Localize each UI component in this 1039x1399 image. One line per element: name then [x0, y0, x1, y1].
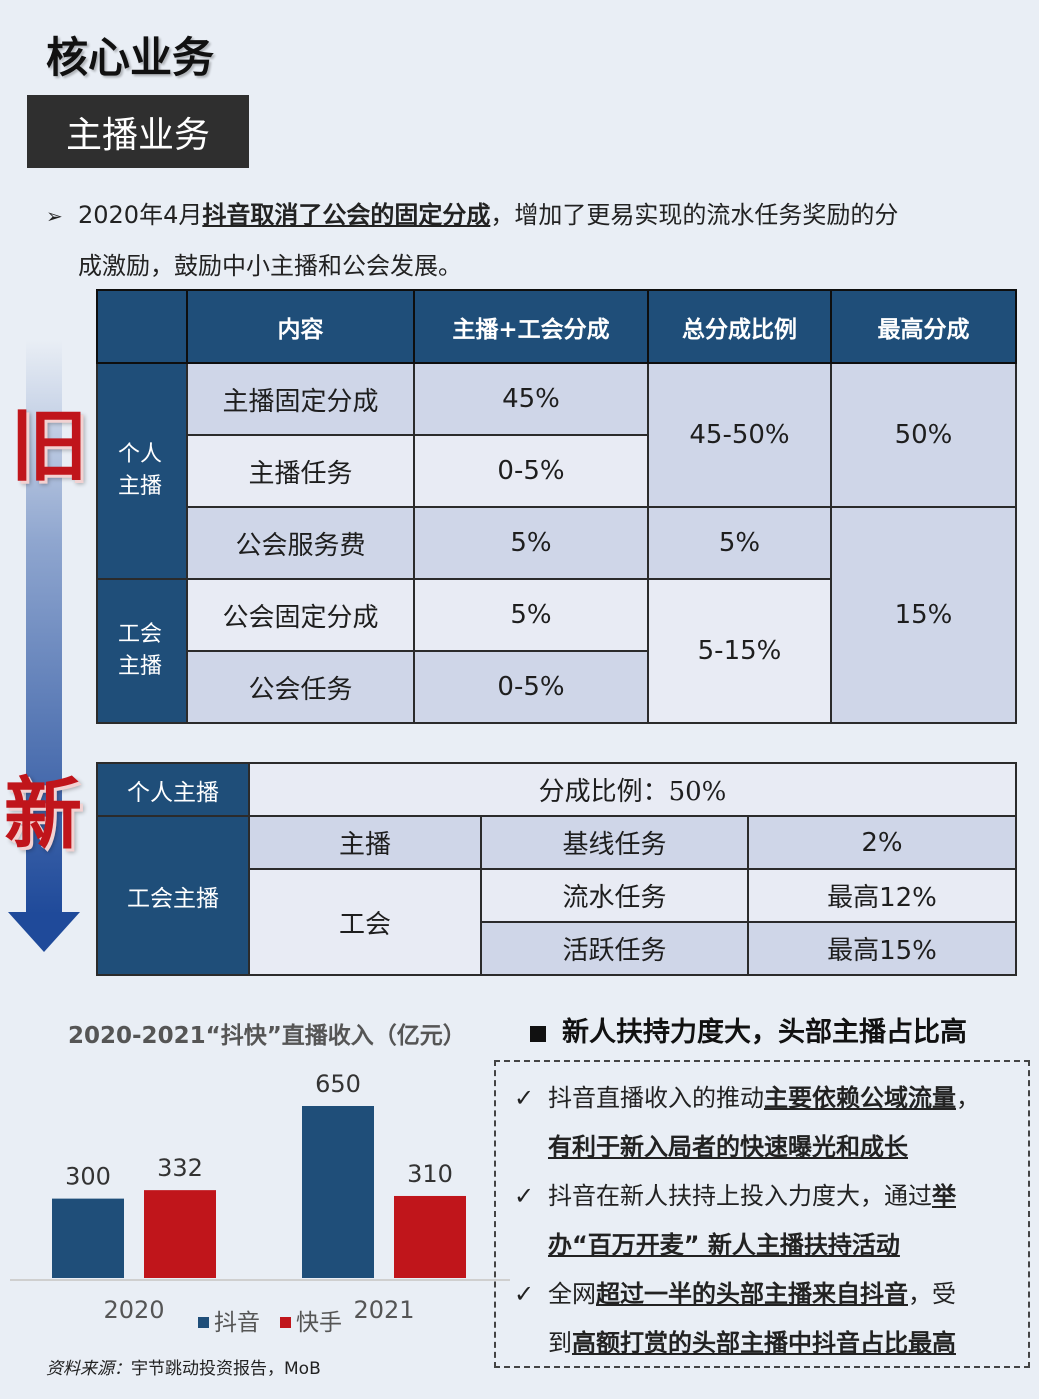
point-underline: 有利于新入局者的快速曝光和成长 [548, 1133, 908, 1161]
point-text: 全网 [548, 1280, 596, 1308]
legend-label: 抖音 [214, 1310, 260, 1336]
header-blank [96, 289, 188, 364]
point-text: 抖音直播收入的推动 [548, 1084, 764, 1112]
new-label: 新 [4, 769, 83, 860]
guild-sub-label: 工会 [248, 868, 482, 976]
intro-line2: 成激励，鼓励中小主播和公会发展。 [78, 252, 462, 280]
header-split: 主播+工会分成 [413, 289, 649, 364]
legend-swatch [280, 1317, 291, 1328]
intro-prefix: 2020年4月 [78, 201, 203, 229]
highlight-title-text: 新人扶持力度大，头部主播占比高 [562, 1017, 967, 1048]
intro-rest: ，增加了更易实现的流水任务奖励的分 [490, 201, 899, 229]
point-underline: 高额打赏的头部主播中抖音占比最高 [572, 1329, 956, 1357]
header-max: 最高分成 [830, 289, 1017, 364]
point-item: ✓ 抖音直播收入的推动主要依赖公域流量， 有利于新入局者的快速曝光和成长 [514, 1074, 1014, 1172]
header-total: 总分成比例 [647, 289, 832, 364]
legend-label: 快手 [296, 1310, 342, 1336]
legend-swatch [198, 1317, 209, 1328]
data-label: 300 [65, 1163, 111, 1191]
category-personal: 个人 主播 [96, 362, 188, 580]
task-value: 最高15% [747, 921, 1017, 976]
task-name: 流水任务 [480, 868, 749, 923]
intro-underline: 抖音取消了公会的固定分成 [202, 201, 491, 229]
intro-paragraph: ➢ 2020年4月抖音取消了公会的固定分成，增加了更易实现的流水任务奖励的分 成激… [46, 190, 1021, 291]
bar [144, 1190, 216, 1278]
section-badge: 主播业务 [27, 95, 249, 168]
table-cell: 45-50% [647, 362, 832, 508]
timeline-arrow-icon [8, 340, 80, 952]
task-name: 活跃任务 [480, 921, 749, 976]
point-underline: 举 [932, 1182, 956, 1210]
task-name: 基线任务 [480, 815, 749, 870]
arrow-bullet-icon: ➢ [46, 204, 63, 228]
point-item: ✓ 抖音在新人扶持上投入力度大，通过举 办“百万开麦” 新人主播扶持活动 [514, 1172, 1014, 1270]
category-personal-text: 个人 主播 [118, 442, 163, 499]
category-label: 2021 [353, 1296, 414, 1324]
bar [302, 1106, 374, 1278]
category-label: 2020 [103, 1296, 164, 1324]
category-guild: 工会 主播 [96, 578, 188, 724]
table-cell: 0-5% [413, 434, 649, 508]
check-icon: ✓ [514, 1182, 535, 1210]
revenue-bar-chart: 300 332 650 310 2020 2021 抖音 快手 [10, 1070, 510, 1336]
source-text: 宇节跳动投资报告，MoB [131, 1359, 321, 1379]
data-label: 650 [315, 1070, 361, 1098]
point-underline: 主要依赖公域流量 [764, 1084, 956, 1112]
table-cell: 5% [413, 506, 649, 580]
point-text: 抖音在新人扶持上投入力度大，通过 [548, 1182, 932, 1210]
data-label: 332 [157, 1154, 203, 1182]
old-label: 旧 [10, 401, 89, 492]
table-cell: 5% [647, 506, 832, 580]
page-title: 核心业务 [46, 33, 215, 82]
new-guild-label: 工会主播 [96, 815, 250, 976]
bar [52, 1198, 124, 1278]
table-cell: 5-15% [647, 578, 832, 724]
new-personal-ratio: 分成比例：50% [248, 762, 1017, 817]
task-value: 2% [747, 815, 1017, 870]
table-cell: 主播任务 [186, 434, 415, 508]
anchor-label: 主播 [248, 815, 482, 870]
table-cell: 5% [413, 578, 649, 652]
table-cell: 公会任务 [186, 650, 415, 724]
point-text: 到 [548, 1329, 572, 1357]
table-cell: 45% [413, 362, 649, 436]
header-content: 内容 [186, 289, 415, 364]
source-note: 资料来源：宇节跳动投资报告，MoB [46, 1354, 321, 1379]
table-cell: 0-5% [413, 650, 649, 724]
bar [394, 1195, 466, 1278]
point-text: ， [956, 1084, 980, 1112]
point-underline: 超过一半的头部主播来自抖音 [596, 1280, 908, 1308]
table-cell: 50% [830, 362, 1017, 508]
table-cell: 公会固定分成 [186, 578, 415, 652]
source-label: 资料来源： [46, 1359, 131, 1379]
new-split-table: 个人主播 分成比例：50% 工会主播 主播 基线任务 2% 工会 流水任务 最高… [96, 762, 1017, 976]
task-value: 最高12% [747, 868, 1017, 923]
table-cell: 15% [830, 506, 1017, 724]
points-box: ✓ 抖音直播收入的推动主要依赖公域流量， 有利于新入局者的快速曝光和成长 ✓ 抖音在… [494, 1060, 1030, 1368]
old-split-table: 内容 主播+工会分成 总分成比例 最高分成 个人 主播 主播固定分成 45% 4… [96, 289, 1017, 724]
check-icon: ✓ [514, 1280, 535, 1308]
data-label: 310 [407, 1160, 453, 1188]
point-item: ✓ 全网超过一半的头部主播来自抖音，受 到高额打赏的头部主播中抖音占比最高 [514, 1270, 1014, 1368]
point-underline: 办“百万开麦” 新人主播扶持活动 [548, 1231, 900, 1259]
square-bullet-icon [530, 1025, 546, 1042]
table-cell: 主播固定分成 [186, 362, 415, 436]
category-guild-text: 工会 主播 [118, 622, 163, 679]
chart-title: 2020-2021“抖快”直播收入（亿元） [68, 1023, 466, 1049]
highlight-title: 新人扶持力度大，头部主播占比高 [530, 1010, 967, 1049]
new-personal-label: 个人主播 [96, 762, 250, 817]
point-text: ，受 [908, 1280, 956, 1308]
check-icon: ✓ [514, 1084, 535, 1112]
table-cell: 公会服务费 [186, 506, 415, 580]
